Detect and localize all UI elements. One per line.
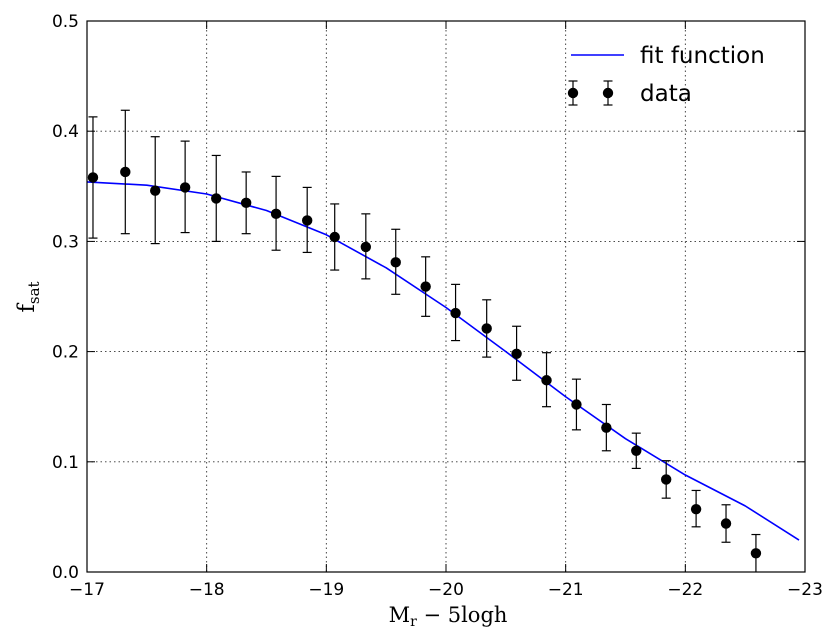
data-point	[120, 166, 131, 178]
data-point	[750, 548, 762, 559]
legend: fit function data	[567, 43, 765, 107]
data-point	[211, 193, 222, 204]
data-point	[601, 422, 612, 433]
fit-function-line	[86, 181, 800, 541]
data-point	[481, 323, 492, 334]
y-tick-label: 0.4	[52, 122, 79, 142]
data-point	[270, 208, 282, 220]
axis-ticks: −17 −18 −19 −20 −21 −22 −23 0.0 0.1 0.2 0.3 0.4 0.5	[52, 12, 823, 600]
y-tick-label: 0.3	[52, 232, 79, 252]
data-point	[571, 399, 582, 410]
data-point	[420, 281, 431, 292]
data-point	[450, 307, 461, 319]
y-axis-label: fsat	[14, 281, 43, 312]
y-tick-label: 0.0	[52, 563, 79, 583]
x-axis-label-rest: − 5logh	[417, 603, 508, 627]
legend-data-marker-2	[602, 80, 614, 106]
data-point	[511, 348, 522, 360]
x-tick-label: −20	[428, 580, 464, 600]
fit-function-series	[86, 181, 800, 541]
legend-data-label: data	[640, 81, 692, 107]
x-axis-label-main: M	[389, 603, 411, 627]
data-point	[329, 231, 340, 243]
x-tick-label: −19	[308, 580, 344, 600]
legend-data-marker-1	[567, 80, 579, 106]
data-point	[541, 375, 552, 386]
y-tick-label: 0.5	[52, 12, 79, 32]
data-point	[240, 197, 252, 209]
data-point	[301, 215, 313, 226]
x-tick-label: −21	[548, 580, 584, 600]
data-point	[660, 474, 672, 485]
x-tick-label: −22	[667, 580, 703, 600]
y-tick-label: 0.1	[52, 453, 79, 473]
y-tick-label: 0.2	[52, 343, 79, 363]
data-point	[87, 172, 99, 183]
data-point	[390, 257, 401, 268]
data-point	[631, 445, 642, 456]
x-tick-label: −18	[189, 580, 225, 600]
data-point	[150, 185, 161, 196]
data-series	[87, 109, 762, 572]
data-point	[690, 503, 702, 515]
x-tick-label: −23	[787, 580, 823, 600]
x-tick-label: −17	[69, 580, 105, 600]
x-axis-label-sub: r	[410, 614, 417, 630]
data-point	[720, 518, 732, 529]
y-axis-label-sub: sat	[25, 281, 43, 304]
x-axis-label: Mr − 5logh	[389, 603, 508, 630]
grid-lines	[87, 21, 805, 572]
legend-fit-label: fit function	[640, 43, 765, 69]
data-point	[179, 182, 191, 193]
data-point	[360, 241, 372, 253]
y-axis-label-main: f	[14, 303, 40, 313]
